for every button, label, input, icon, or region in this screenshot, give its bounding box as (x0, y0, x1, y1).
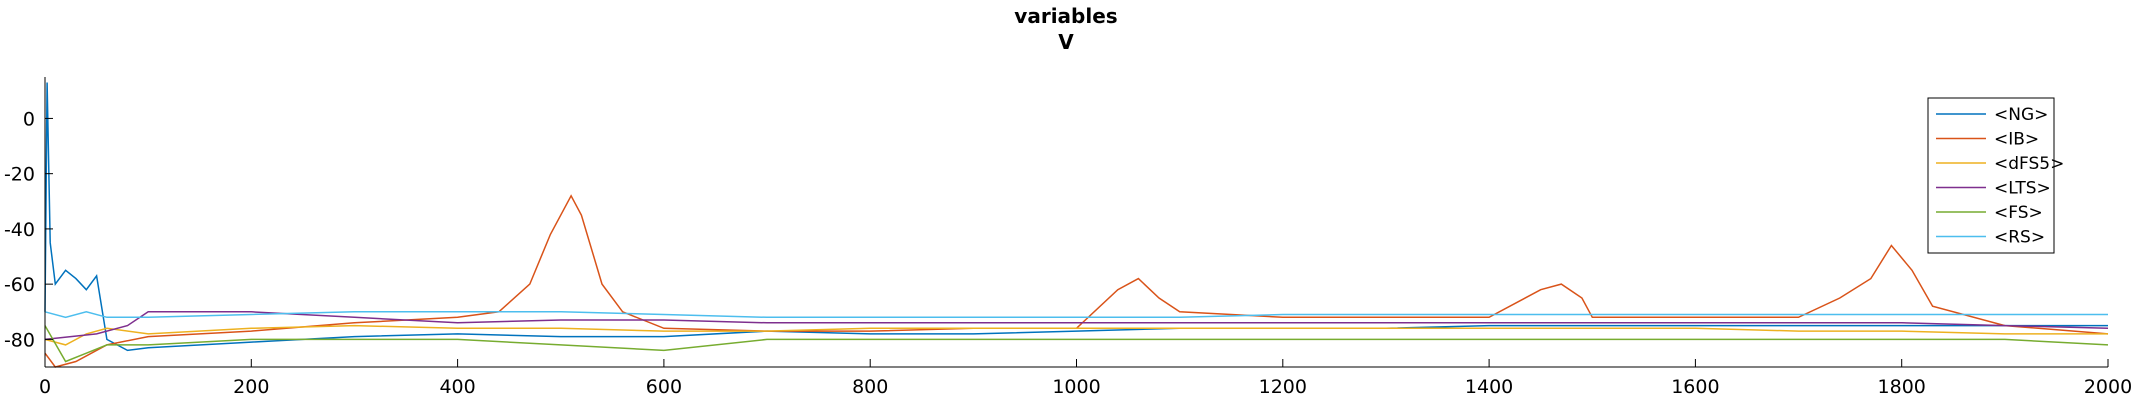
y-ticks: -80 -60 -40 -20 0 (4, 108, 53, 351)
chart-subtitle: V (1058, 30, 1074, 54)
chart-title: variables (1014, 4, 1117, 28)
x-tick-label-1: 200 (233, 376, 269, 398)
series-line-2 (44, 324, 2108, 346)
legend-label-1: <IB> (1994, 130, 2039, 150)
x-tick-label-0: 0 (39, 376, 51, 398)
y-tick-label-1: -60 (4, 274, 35, 296)
series-layer (44, 82, 2109, 368)
x-tick-label-10: 2000 (2084, 376, 2132, 398)
legend-label-2: <dFS5> (1994, 154, 2064, 174)
x-tick-label-8: 1600 (1671, 376, 1719, 398)
legend-label-3: <LTS> (1994, 179, 2051, 199)
x-tick-label-6: 1200 (1259, 376, 1307, 398)
y-tick-label-4: 0 (23, 108, 35, 130)
legend-label-5: <RS> (1994, 228, 2045, 248)
y-tick-label-2: -40 (4, 219, 35, 241)
x-tick-label-2: 400 (439, 376, 475, 398)
series-line-3 (44, 311, 2109, 341)
x-ticks: 0 200 400 600 800 1000 1200 1400 1600 1800 2000 (39, 359, 2132, 398)
legend-label-0: <NG> (1994, 105, 2048, 125)
series-line-4 (44, 325, 2109, 363)
x-tick-label-5: 1000 (1052, 376, 1100, 398)
x-tick-label-4: 800 (852, 376, 888, 398)
x-tick-label-9: 1800 (1878, 376, 1926, 398)
legend-label-4: <FS> (1994, 203, 2043, 223)
legend: <NG> <IB> <dFS5> <LTS> <FS> <RS> (1927, 97, 2064, 254)
series-line-1 (44, 194, 2109, 368)
series-line-5 (44, 311, 2108, 319)
x-tick-label-3: 600 (646, 376, 682, 398)
legend-box (1927, 97, 2055, 254)
y-tick-label-3: -20 (4, 164, 35, 186)
series-line-0 (44, 82, 2108, 352)
y-tick-label-0: -80 (4, 329, 35, 351)
x-tick-label-7: 1400 (1465, 376, 1513, 398)
